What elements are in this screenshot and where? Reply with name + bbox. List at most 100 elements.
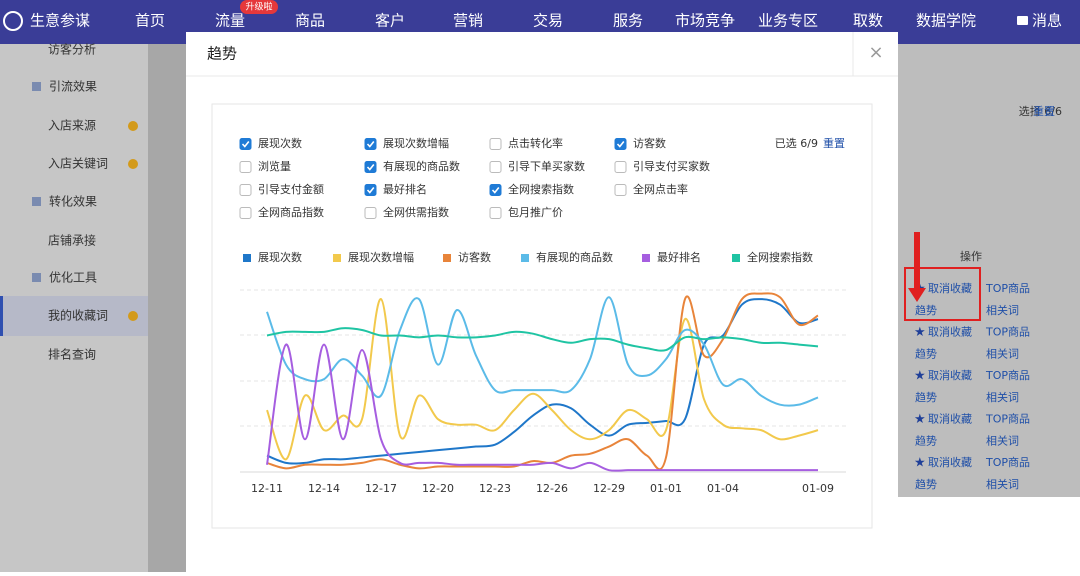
- legend-swatch[interactable]: [521, 254, 529, 262]
- related-link[interactable]: 相关词: [986, 390, 1019, 404]
- related-link[interactable]: 相关词: [986, 303, 1019, 317]
- metric-label[interactable]: 全网点击率: [633, 182, 688, 196]
- legend-swatch[interactable]: [732, 254, 740, 262]
- series-line: [266, 296, 819, 407]
- legend-swatch[interactable]: [333, 254, 341, 262]
- top-link[interactable]: TOP商品: [985, 368, 1030, 382]
- nav-item[interactable]: 营销: [453, 12, 483, 30]
- sidebar-item[interactable]: 我的收藏词: [48, 308, 108, 323]
- checkbox[interactable]: [364, 161, 377, 173]
- legend-swatch[interactable]: [243, 254, 251, 262]
- legend-label[interactable]: 展现次数增幅: [348, 250, 414, 264]
- metric-label[interactable]: 有展现的商品数: [383, 159, 460, 173]
- nav-item[interactable]: 交易: [533, 12, 563, 30]
- nav-item[interactable]: 取数: [853, 12, 883, 30]
- legend-label[interactable]: 最好排名: [657, 250, 701, 264]
- nav-item[interactable]: 数据学院: [916, 12, 976, 30]
- cancel-link[interactable]: 取消收藏: [928, 455, 972, 469]
- sidebar-section: 转化效果: [49, 194, 97, 209]
- reset[interactable]: 重置: [1033, 104, 1055, 118]
- check-mark: [491, 187, 500, 194]
- sidebar-item[interactable]: 排名查询: [48, 347, 96, 362]
- metric-label[interactable]: 全网搜索指数: [508, 182, 574, 196]
- cancel-link[interactable]: 取消收藏: [928, 281, 972, 295]
- metric-label[interactable]: 引导下单买家数: [508, 159, 585, 173]
- cancel-link[interactable]: 取消收藏: [928, 368, 972, 382]
- checkbox[interactable]: [364, 207, 377, 219]
- sidebar-item[interactable]: 入店关键词: [48, 157, 108, 171]
- metric-label[interactable]: 最好排名: [383, 182, 427, 196]
- star: ★: [914, 325, 926, 340]
- top-link[interactable]: TOP商品: [985, 281, 1030, 295]
- related-link[interactable]: 相关词: [986, 434, 1019, 448]
- badge: 升级啦: [245, 1, 272, 13]
- metric-label[interactable]: 引导支付买家数: [633, 159, 710, 173]
- sidebar-item[interactable]: 访客分析: [48, 42, 96, 57]
- trend-link[interactable]: 趋势: [915, 478, 937, 491]
- nav-item[interactable]: 商品: [295, 12, 325, 30]
- sidebar-dot: [128, 159, 138, 169]
- check-mark: [366, 187, 375, 194]
- check-mark: [366, 164, 375, 171]
- metric-label[interactable]: 全网供需指数: [383, 205, 449, 219]
- trend-link[interactable]: 趋势: [915, 435, 937, 448]
- top-link[interactable]: TOP商品: [985, 325, 1030, 339]
- series-line: [266, 298, 819, 461]
- legend-label[interactable]: 全网搜索指数: [747, 250, 813, 264]
- top-link[interactable]: TOP商品: [985, 412, 1030, 426]
- checkbox[interactable]: [364, 138, 377, 150]
- blank-patch: [885, 497, 1080, 572]
- cancel-link[interactable]: 取消收藏: [928, 412, 972, 426]
- metric-label[interactable]: 展现次数: [258, 136, 302, 150]
- metric-label[interactable]: 全网商品指数: [258, 205, 324, 219]
- legend-label[interactable]: 访客数: [458, 250, 491, 264]
- legend-label[interactable]: 有展现的商品数: [536, 250, 613, 264]
- checkbox[interactable]: [489, 161, 502, 173]
- checkbox[interactable]: [239, 207, 252, 219]
- checkbox[interactable]: [364, 184, 377, 196]
- legend-swatch[interactable]: [443, 254, 451, 262]
- checkbox[interactable]: [239, 184, 252, 196]
- arrow: [908, 232, 926, 302]
- metric-label[interactable]: 引导支付金额: [258, 182, 324, 196]
- checkbox[interactable]: [239, 161, 252, 173]
- close-button[interactable]: ×: [868, 42, 883, 63]
- checkbox[interactable]: [489, 138, 502, 150]
- trend-link[interactable]: 趋势: [915, 304, 937, 317]
- message[interactable]: 消息: [1032, 12, 1062, 30]
- related-link[interactable]: 相关词: [986, 347, 1019, 361]
- nav-item[interactable]: 流量: [215, 12, 245, 30]
- x-tick-label: 01-01: [650, 482, 682, 495]
- nav-item[interactable]: 首页: [135, 12, 165, 30]
- sidebar-active: [0, 296, 148, 336]
- checkbox[interactable]: [489, 184, 502, 196]
- checkbox[interactable]: [489, 207, 502, 219]
- metric-label[interactable]: 浏览量: [258, 159, 291, 173]
- modal-reset[interactable]: 重置: [823, 136, 845, 150]
- trend-link[interactable]: 趋势: [915, 391, 937, 404]
- sidebar-item[interactable]: 店铺承接: [48, 233, 96, 248]
- metric-label[interactable]: 展现次数增幅: [383, 136, 449, 150]
- sidebar-item[interactable]: 入店来源: [48, 119, 96, 133]
- nav-item[interactable]: 业务专区: [758, 12, 818, 30]
- top-link[interactable]: TOP商品: [985, 455, 1030, 469]
- metric-label[interactable]: 访客数: [633, 136, 666, 150]
- op-header: 操作: [960, 249, 982, 263]
- legend-swatch[interactable]: [642, 254, 650, 262]
- nav-item[interactable]: 客户: [375, 12, 405, 30]
- checkbox[interactable]: [239, 138, 252, 150]
- checkbox[interactable]: [614, 184, 627, 196]
- related-link[interactable]: 相关词: [986, 477, 1019, 491]
- trend-link[interactable]: 趋势: [915, 348, 937, 361]
- metric-label[interactable]: 点击转化率: [508, 136, 563, 150]
- nav-item[interactable]: 市场竞争: [675, 12, 735, 30]
- x-tick-label: 12-11: [251, 482, 283, 495]
- checkbox[interactable]: [614, 138, 627, 150]
- metric-label[interactable]: 包月推广价: [508, 205, 563, 219]
- nav-item[interactable]: 服务: [613, 12, 643, 30]
- x-tick-label: 12-26: [536, 482, 568, 495]
- cancel-link[interactable]: 取消收藏: [928, 325, 972, 339]
- checkbox[interactable]: [614, 161, 627, 173]
- chart-card: [211, 103, 873, 529]
- legend-label[interactable]: 展现次数: [258, 250, 302, 264]
